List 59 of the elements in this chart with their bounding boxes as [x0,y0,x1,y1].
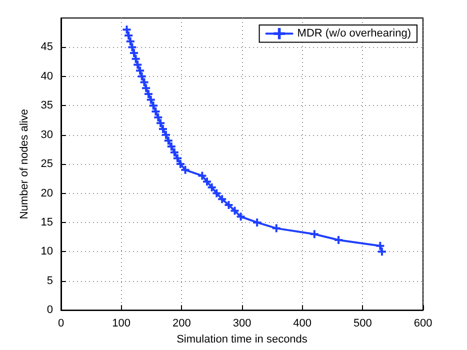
x-tick-label: 0 [58,318,64,330]
x-tick-label: 100 [112,318,131,330]
point [176,160,184,168]
point [378,248,386,256]
point [173,154,182,162]
legend-label: MDR (w/o overhearing) [297,28,411,40]
point [310,230,318,238]
point [272,224,280,232]
y-tick-label: 45 [40,41,53,54]
y-tick-label: 35 [40,100,53,112]
point [126,37,134,46]
point [203,178,212,186]
y-tick-label: 25 [40,158,53,170]
y-tick-label: 40 [40,70,53,82]
point [224,200,233,209]
point [134,60,142,69]
point [376,242,384,250]
point [142,84,150,92]
x-tick-label: 300 [232,318,252,330]
point [132,54,140,63]
point [170,148,178,156]
y-tick-label: 30 [40,128,53,141]
point [154,113,162,122]
point [158,125,167,133]
point [230,206,239,215]
x-tick-label: 200 [172,318,191,330]
point [149,102,158,110]
point [167,142,176,151]
point [334,236,343,244]
point [208,183,216,192]
point [198,172,206,180]
x-tick-label: 600 [414,318,432,330]
point [156,119,165,128]
point [124,32,133,40]
x-axis-title: Simulation time in seconds [176,334,308,346]
point [236,212,245,221]
point [152,107,160,116]
x-tick-label: 500 [353,318,372,330]
point [146,96,155,104]
point [128,43,136,52]
y-axis-title: Number of nodes alive [18,109,30,220]
point [136,66,144,75]
point [130,49,138,58]
y-tick-label: 0 [46,304,53,316]
y-tick-label: 5 [46,274,53,287]
point [140,78,148,86]
point [253,218,262,226]
point [212,189,221,198]
point [164,136,172,145]
y-tick-label: 10 [40,246,53,258]
x-tick-label: 400 [293,318,312,330]
point [162,130,170,139]
y-tick-label: 20 [40,187,53,200]
point [122,26,131,34]
y-tick-label: 15 [40,216,53,228]
point [144,90,152,98]
point [181,166,190,174]
point [138,72,146,80]
point [218,195,226,204]
